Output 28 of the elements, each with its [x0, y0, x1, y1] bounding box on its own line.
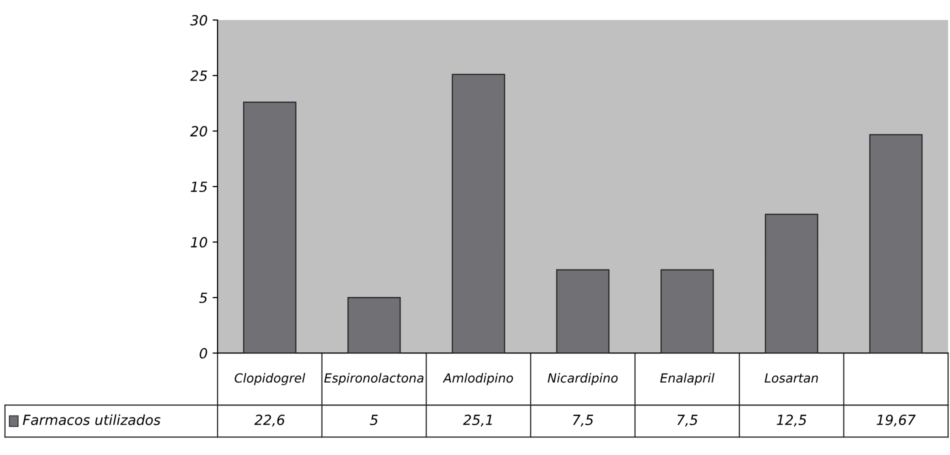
- data-label: 22,6: [254, 414, 285, 427]
- y-tick-label: 5: [199, 292, 208, 304]
- y-tick-label: 0: [200, 348, 208, 359]
- x-tick-label: Clopidogrel: [234, 373, 306, 386]
- legend-label: Farmacos utilizados: [22, 414, 160, 426]
- data-label: 7,5: [573, 414, 594, 427]
- x-tick-label: Losartan: [764, 373, 818, 383]
- y-tick-label: 30: [190, 14, 208, 26]
- data-label: 25,1: [463, 414, 492, 427]
- data-label: 12,5: [776, 414, 806, 427]
- x-tick-label: Espironolactona: [324, 373, 424, 386]
- y-tick-label: 20: [190, 126, 208, 137]
- bar: [243, 102, 296, 354]
- bar: [764, 214, 818, 354]
- x-tick-label: Amlodipino: [442, 373, 514, 386]
- bar: [556, 269, 610, 354]
- x-tick-label: Enalapril: [660, 373, 714, 386]
- y-tick-label: 25: [190, 70, 208, 82]
- bar: [347, 297, 401, 354]
- bar: [452, 74, 506, 354]
- y-tick-label: 10: [190, 237, 208, 248]
- data-label: 7,5: [677, 414, 698, 427]
- data-label: 19,67: [876, 414, 916, 427]
- x-tick-label: Nicardipino: [548, 373, 618, 386]
- y-tick-label: 15: [190, 182, 208, 192]
- bar: [660, 269, 714, 354]
- data-label: 5: [370, 414, 378, 426]
- bar: [869, 134, 923, 354]
